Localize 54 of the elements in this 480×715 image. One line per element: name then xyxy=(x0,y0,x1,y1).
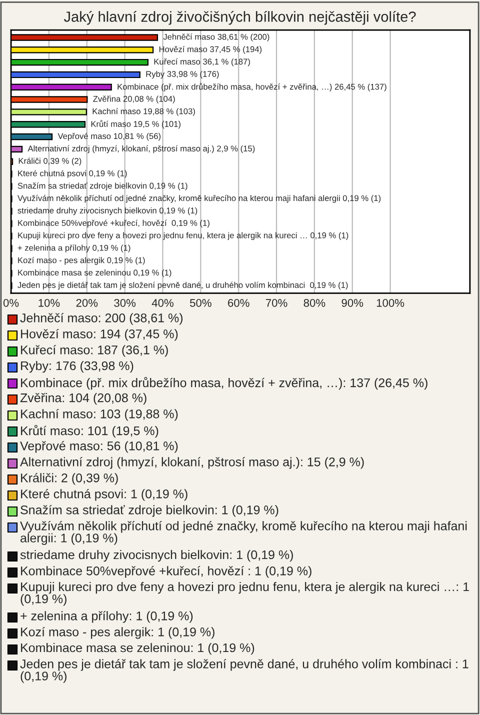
text: Kachní maso: 103 (19,88 %) xyxy=(21,408,178,421)
category-label: Kupuji kureci pro dve feny a hovezi pro jednu fenu, ktera je alergik na kureci … 0,19 % (1) xyxy=(18,232,348,240)
text: Zvěřina: 104 (20,08 %) xyxy=(20,392,146,405)
text: Alternativní zdroj (hmyzí, klokaní, pštrosí maso aj.): 15 (2,9 %) xyxy=(20,457,364,469)
x-tick-label: 100% xyxy=(376,299,404,307)
text: + zelenina a přílohy: 1 (0,19 %) xyxy=(20,611,193,623)
chart-title: Jaký hlavní zdroj živočišných bílkovin nejčastěji volíte? xyxy=(64,10,416,25)
text: Snažím sa striedať zdroje bielkovin: 1 (0,19 %) xyxy=(20,505,278,517)
x-tick-label: 30% xyxy=(114,299,136,307)
text: striedame druhy zivocisnych bielkovin: 1 (0,19 %) xyxy=(20,550,293,562)
category-label: Kombinace 50%vepřové +kuřecí, hovězí 0,19 % (1) xyxy=(18,220,210,228)
category-label: Jeden pes je dietář tak tam je složení pevně dané, u druhého volím kombinaci 0,19 % (1) xyxy=(18,282,348,290)
x-tick-label: 0% xyxy=(3,299,19,307)
text: Jehněčí maso: 200 (38,61 %) xyxy=(20,312,183,325)
category-label: striedame druhy zivocisnych bielkovin 0,19 % (1) xyxy=(18,207,198,216)
category-label: Jehněčí maso 38,61 % (200) xyxy=(163,34,270,42)
category-label: Které chutná psovi 0,19 % (1) xyxy=(18,170,127,178)
text: Využívám několik příchutí od jedné značky, kromě kuřecího na kterou maji hafani alergii: 1 (0,19 %) xyxy=(20,521,467,545)
text: Ryby: 176 (33,98 %) xyxy=(21,361,134,373)
x-tick-label: 90% xyxy=(342,299,364,307)
category-label: Snažím sa striedať zdroje bielkovin 0,19 % (1) xyxy=(18,182,188,190)
x-tick-label: 50% xyxy=(190,299,212,307)
x-tick-label: 40% xyxy=(152,299,174,307)
category-label: Ryby 33,98 % (176) xyxy=(146,70,219,79)
category-label: Krůtí maso 19,5 % (101) xyxy=(91,120,180,129)
text: Hovězí maso: 194 (37,45 %) xyxy=(21,328,178,341)
text: Kupuji kureci pro dve feny a hovezi pro jednu fenu, ktera je alergik na kureci …: 1 (0,19 %) xyxy=(20,582,469,606)
category-label: + zelenina a přílohy 0,19 % (1) xyxy=(18,244,130,252)
text: Kozí maso - pes alergik: 1 (0,19 %) xyxy=(21,627,214,639)
category-label: Králiči 0,39 % (2) xyxy=(18,158,82,166)
text: Kombinace 50%vepřové +kuřecí, hovězí : 1 (0,19 %) xyxy=(21,566,312,578)
x-tick-label: 10% xyxy=(38,299,60,307)
text: Vepřové maso: 56 (10,81 %) xyxy=(20,441,178,453)
category-label: Kombinace (př. mix drůbežího masa, hovězí + zvěřina, …) 26,45 % (137) xyxy=(118,82,386,92)
text: Kuřecí maso: 187 (36,1 %) xyxy=(21,344,168,357)
text: Jeden pes je dietář tak tam je složení pevně dané, u druhého volím kombinaci : 1 (0,19 %) xyxy=(20,659,468,683)
text: Králiči: 2 (0,39 %) xyxy=(21,472,118,485)
category-label: Zvěřina 20,08 % (104) xyxy=(93,96,175,104)
text: Krůtí maso: 101 (19,5 %) xyxy=(21,424,158,438)
category-label: Kachní maso 19,88 % (103) xyxy=(92,108,195,116)
text: Které chutná psovi: 1 (0,19 %) xyxy=(21,489,188,501)
x-tick-label: 60% xyxy=(228,299,250,307)
category-label: Kombinace masa se zeleninou 0,19 % (1) xyxy=(18,269,172,278)
x-tick-label: 20% xyxy=(76,299,98,307)
category-label: Alternativní zdroj (hmyzí, klokaní, pštrosí maso aj.) 2,9 % (15) xyxy=(28,145,255,154)
category-label: Hovězí maso 37,45 % (194) xyxy=(159,46,262,54)
category-label: Kozí maso - pes alergik 0,19 % (1) xyxy=(18,256,145,265)
category-label: Využívám několik příchutí od jedné značky, kromě kuřecího na kterou maji hafani alergii 0,19 % (1) xyxy=(17,194,381,203)
category-label: Kuřecí maso 36,1 % (187) xyxy=(154,58,250,66)
text: Kombinace masa se zeleninou: 1 (0,19 %) xyxy=(21,643,254,655)
text: Kombinace (př. mix drůbežího masa, hovězí + zvěřina, …): 137 (26,45 %) xyxy=(21,377,428,390)
x-tick-label: 80% xyxy=(304,299,326,307)
category-label: Vepřové maso 10,81 % (56) xyxy=(58,132,161,141)
x-tick-label: 70% xyxy=(266,299,288,307)
